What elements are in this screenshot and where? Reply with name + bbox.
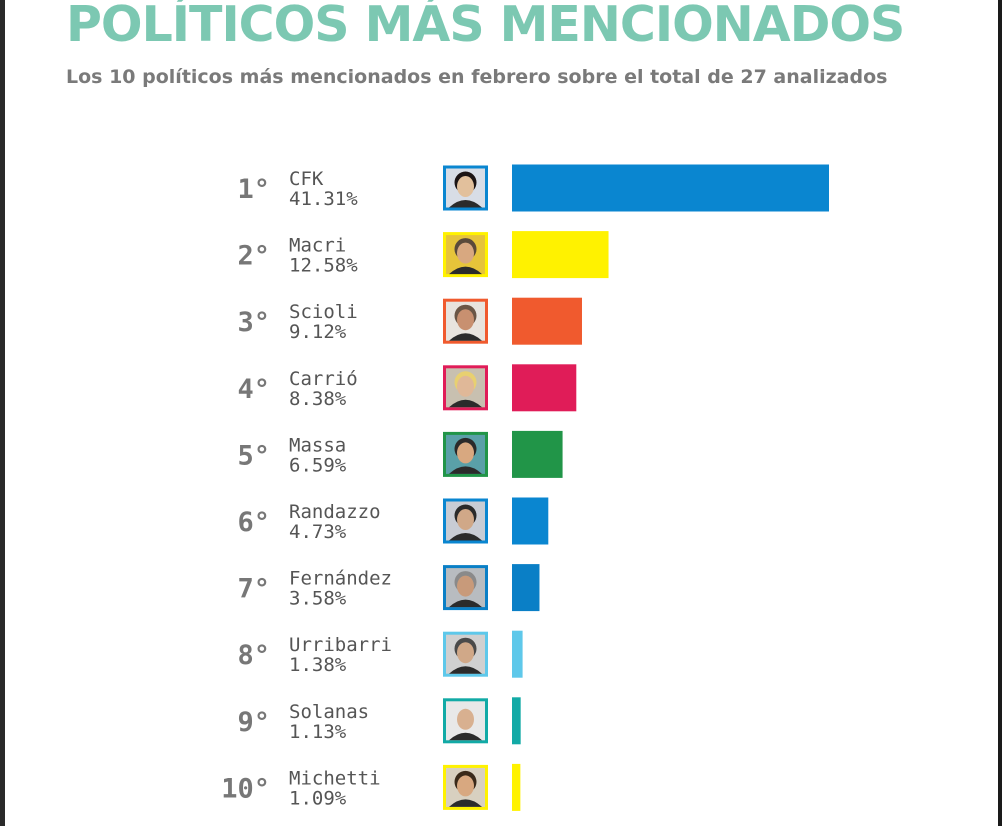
percentage-label: 1.38% [289,654,347,676]
bar [512,630,523,678]
politician-portrait-icon [443,165,488,211]
rank-label: 9° [237,707,270,738]
percentage-label: 3.58% [289,588,347,610]
bar [512,231,609,279]
percentage-label: 12.58% [289,255,358,277]
politician-portrait-icon [443,631,488,677]
bar [512,164,829,212]
percentage-label: 6.59% [289,454,347,476]
page-left-edge [0,0,5,826]
bar [512,564,540,612]
politician-name: Urribarri [289,634,392,656]
rank-label: 1° [237,174,270,205]
politician-name: Scioli [289,301,358,323]
chart-subtitle: Los 10 políticos más mencionados en febr… [66,66,888,88]
politician-name: Michetti [289,767,381,789]
bar [512,763,521,811]
percentage-label: 41.31% [289,188,358,210]
politician-name: Macri [289,235,346,257]
politician-portrait-icon [443,698,488,744]
politician-portrait-icon [443,232,488,278]
rank-label: 10° [221,773,270,804]
rank-label: 7° [237,574,270,605]
percentage-label: 9.12% [289,321,347,343]
bar [512,697,521,745]
bar [512,297,582,345]
page-right-edge [998,0,1002,826]
politician-name: Fernández [289,568,392,590]
politician-portrait-icon [443,498,488,544]
politician-name: Randazzo [289,501,381,523]
chart-title: POLÍTICOS MÁS MENCIONADOS [66,0,905,53]
rank-label: 2° [237,241,270,272]
bar [512,497,549,545]
politician-portrait-icon [443,764,488,810]
politician-portrait-icon [443,431,488,477]
bar [512,364,577,412]
politician-name: Carrió [289,368,358,390]
percentage-label: 8.38% [289,388,347,410]
rank-label: 8° [237,640,270,671]
politician-portrait-icon [443,365,488,411]
politician-name: Massa [289,434,346,456]
percentage-label: 1.09% [289,787,347,809]
politician-portrait-icon [443,298,488,344]
politician-name: Solanas [289,701,369,723]
rank-label: 5° [237,440,270,471]
bar [512,430,563,478]
percentage-label: 4.73% [289,521,347,543]
politician-name: CFK [289,168,324,190]
rank-label: 3° [237,307,270,338]
rank-label: 4° [237,374,270,405]
politician-portrait-icon [443,565,488,611]
percentage-label: 1.13% [289,721,347,743]
rank-label: 6° [237,507,270,538]
